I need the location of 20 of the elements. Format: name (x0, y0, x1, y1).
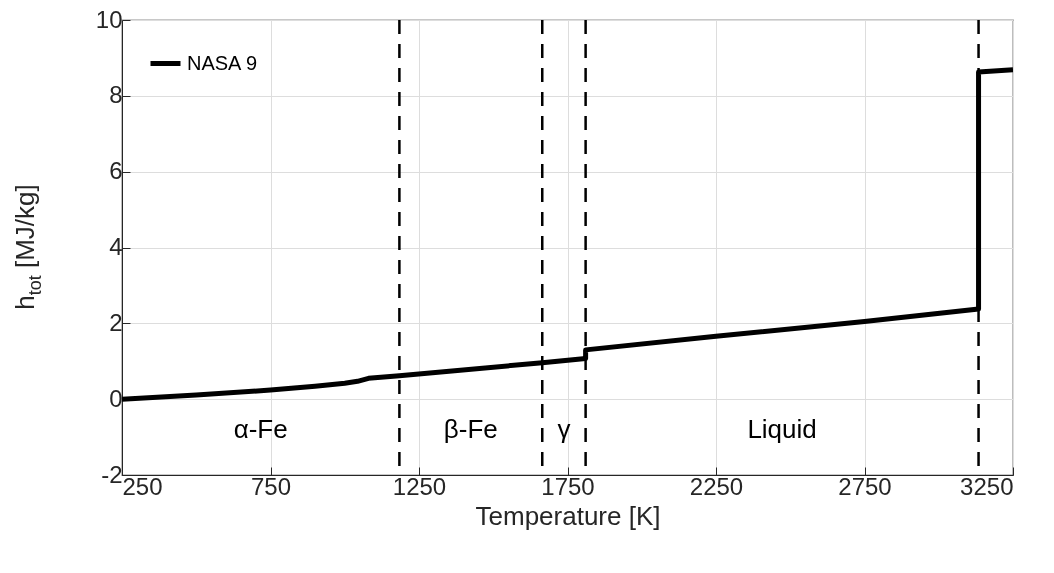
x-tick-label: 2750 (838, 472, 892, 500)
x-tick-label: 1250 (392, 472, 447, 500)
y-tick-label: 10 (95, 5, 123, 33)
annotation: γ (557, 413, 571, 444)
annotation: Liquid (747, 413, 817, 444)
y-tick-label: -2 (101, 460, 123, 488)
annotation: β-Fe (443, 413, 498, 444)
legend-label: NASA 9 (187, 51, 258, 74)
x-tick-label: 750 (250, 472, 292, 500)
y-tick-label: 2 (109, 308, 123, 336)
x-axis-title: Temperature [K] (475, 500, 661, 531)
x-tick-label: 250 (122, 472, 163, 500)
x-tick-label: 1750 (541, 472, 595, 500)
annotation: α-Fe (233, 413, 288, 444)
y-tick-label: 0 (109, 384, 123, 412)
x-tick-label: 3250 (960, 472, 1014, 500)
y-tick-label: 6 (109, 157, 123, 185)
y-tick-label: 8 (109, 81, 123, 109)
y-tick-label: 4 (109, 233, 123, 260)
x-tick-label: 2250 (689, 472, 744, 500)
